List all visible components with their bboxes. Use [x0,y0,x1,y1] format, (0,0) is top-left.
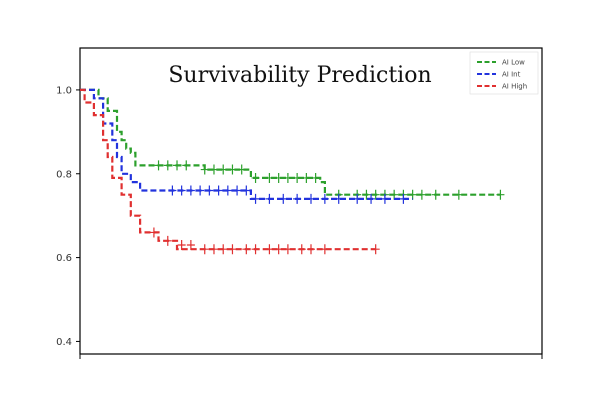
y-tick-label: 0.8 [56,169,72,180]
legend-label: AI Low [502,59,525,67]
y-tick-label: 0.4 [56,337,72,348]
legend-label: AI High [502,83,527,91]
y-tick-label: 1.0 [56,85,72,96]
legend: AI Low AI Int AI High [470,52,538,94]
legend-label: AI Int [502,71,521,79]
y-tick-label: 0.6 [56,253,72,264]
chart-title: Survivability Prediction [168,63,431,88]
